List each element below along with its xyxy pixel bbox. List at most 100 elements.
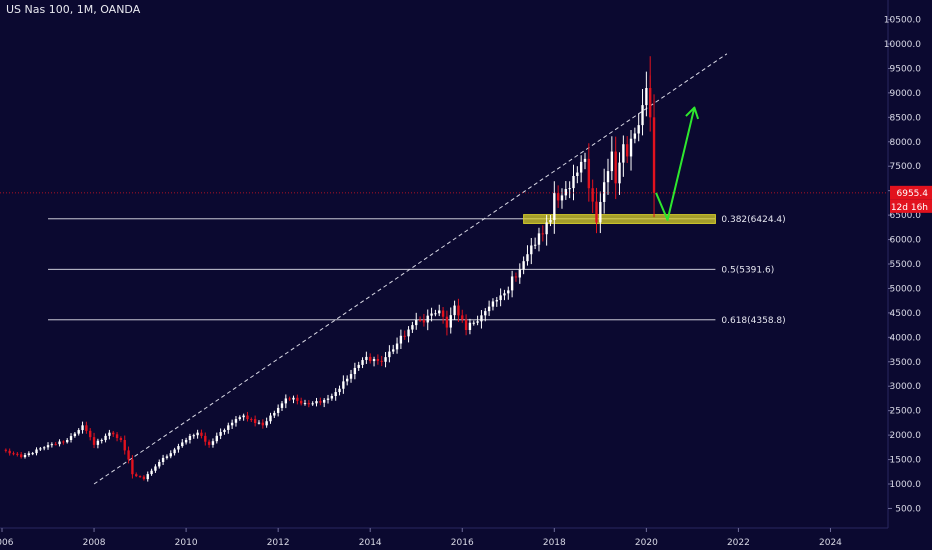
fib-label: 0.618(4358.8) [721, 316, 785, 326]
candle-body [108, 432, 111, 436]
candle-body [545, 222, 548, 235]
candle-body [418, 320, 422, 322]
candle-body [269, 415, 272, 422]
candle-body [438, 310, 441, 314]
candle-body [123, 440, 126, 451]
candle-body [73, 433, 77, 437]
candle-body [158, 462, 161, 467]
candle-body [223, 429, 226, 433]
trendline-group [93, 53, 728, 485]
projection-group [655, 106, 700, 221]
candle-body [514, 276, 518, 278]
candle-body [645, 88, 648, 106]
candle-body [242, 415, 245, 418]
candle-body [445, 316, 449, 328]
candle-body [464, 319, 468, 330]
y-tick-label: 9000.0 [890, 89, 922, 99]
candle-body [50, 444, 54, 446]
candle-body [553, 193, 556, 220]
candle-body [330, 396, 334, 399]
candle-body [23, 454, 27, 458]
candle-body [292, 397, 295, 400]
candle-body [349, 374, 353, 379]
candle-body [161, 457, 165, 462]
y-tick-label: 1500.0 [890, 456, 922, 466]
candle-body [522, 261, 525, 270]
y-tick-label: 2000.0 [890, 431, 922, 441]
chart-title: US Nas 100, 1M, OANDA [6, 3, 141, 16]
candle-body [184, 439, 188, 443]
candle-body [104, 435, 107, 441]
candle-body [299, 400, 303, 404]
candle-body [369, 356, 372, 362]
candle-body [253, 419, 257, 424]
x-tick-label: 2010 [175, 538, 198, 548]
candle-body [629, 138, 633, 157]
candle-body [388, 351, 391, 358]
candle-body [246, 415, 249, 420]
projection-arrow [655, 107, 696, 221]
candle-body [227, 425, 230, 430]
candle-body [549, 220, 552, 223]
candle-body [372, 359, 376, 362]
candle-body [69, 436, 73, 440]
candle-body [510, 276, 514, 291]
y-tick-label: 5000.0 [890, 284, 922, 294]
candle-body [85, 425, 88, 431]
candle-body [537, 233, 541, 245]
countdown-badge [890, 199, 932, 213]
candle-body [81, 425, 84, 431]
x-tick-label: 2022 [727, 538, 750, 548]
candle-body [484, 311, 487, 316]
y-tick-label: 10000.0 [884, 40, 921, 50]
y-tick-label: 6000.0 [890, 236, 922, 246]
candle-body [395, 343, 399, 350]
y-tick-label: 8000.0 [890, 138, 922, 148]
candle-body [564, 189, 568, 196]
candle-body [12, 453, 15, 455]
candle-body [602, 182, 606, 202]
candle-body [146, 474, 149, 480]
candle-body [637, 125, 640, 134]
candle-body [142, 476, 146, 480]
candle-body [127, 450, 130, 460]
y-tick-label: 8500.0 [890, 113, 922, 123]
candle-body [399, 335, 403, 344]
x-tick-label: 2014 [359, 538, 382, 548]
candle-body [449, 315, 452, 328]
candle-body [326, 398, 330, 400]
candle-body [16, 453, 19, 455]
candle-body [219, 432, 222, 436]
candle-body [154, 466, 157, 471]
candle-body [284, 398, 288, 404]
candle-body [280, 403, 284, 408]
y-tick-label: 4500.0 [890, 309, 922, 319]
y-tick-label: 7500.0 [890, 162, 922, 172]
candle-body [599, 201, 602, 223]
candles [4, 56, 656, 482]
candle-body [181, 442, 184, 447]
candle-body [288, 398, 291, 400]
candle-body [441, 310, 445, 317]
candle-body [43, 447, 46, 449]
price-badges: 6955.4 12d 16h [890, 185, 932, 213]
candle-body [652, 117, 656, 193]
candle-body [138, 476, 142, 478]
candle-body [518, 269, 521, 278]
candle-body [572, 176, 575, 189]
fib-label: 0.382(6424.4) [721, 215, 785, 225]
candle-body [568, 188, 571, 190]
y-tick-label: 2500.0 [890, 407, 922, 417]
candle-body [541, 233, 544, 235]
fib-label: 0.5(5391.6) [721, 265, 774, 275]
candle-body [192, 435, 195, 437]
candle-body [533, 244, 537, 246]
candle-body [380, 360, 383, 362]
candle-body [610, 151, 614, 172]
candle-body [587, 158, 591, 189]
candle-body [526, 254, 529, 262]
candle-body [19, 454, 23, 458]
x-tick-label: 2006 [0, 538, 14, 548]
